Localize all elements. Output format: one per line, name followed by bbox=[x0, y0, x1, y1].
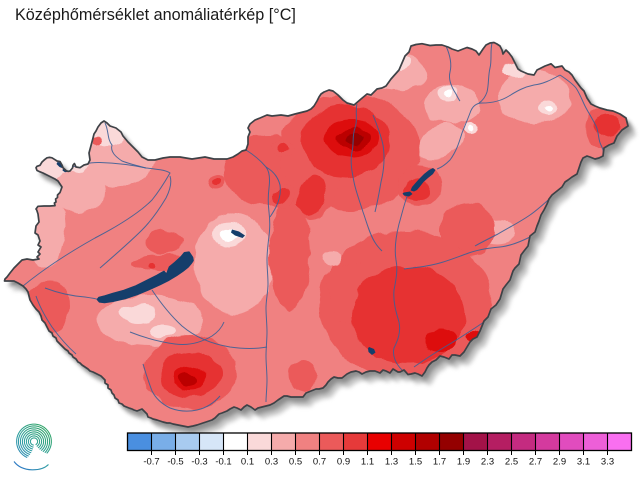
svg-text:0.5: 0.5 bbox=[289, 457, 302, 468]
svg-text:0.9: 0.9 bbox=[337, 457, 350, 468]
svg-text:1.1: 1.1 bbox=[361, 457, 374, 468]
svg-text:1.7: 1.7 bbox=[433, 457, 446, 468]
svg-text:3.1: 3.1 bbox=[577, 457, 590, 468]
svg-text:1.9: 1.9 bbox=[457, 457, 470, 468]
svg-text:0.1: 0.1 bbox=[241, 457, 254, 468]
svg-text:-0.5: -0.5 bbox=[167, 457, 183, 468]
svg-text:2.5: 2.5 bbox=[505, 457, 518, 468]
svg-text:2.9: 2.9 bbox=[553, 457, 566, 468]
svg-text:-0.3: -0.3 bbox=[191, 457, 207, 468]
svg-text:2.3: 2.3 bbox=[481, 457, 494, 468]
svg-text:0.3: 0.3 bbox=[265, 457, 278, 468]
svg-text:-0.1: -0.1 bbox=[215, 457, 231, 468]
svg-text:3.3: 3.3 bbox=[601, 457, 614, 468]
svg-text:-0.7: -0.7 bbox=[143, 457, 159, 468]
svg-text:1.3: 1.3 bbox=[385, 457, 398, 468]
svg-text:2.7: 2.7 bbox=[529, 457, 542, 468]
svg-text:0.7: 0.7 bbox=[313, 457, 326, 468]
svg-text:1.5: 1.5 bbox=[409, 457, 422, 468]
